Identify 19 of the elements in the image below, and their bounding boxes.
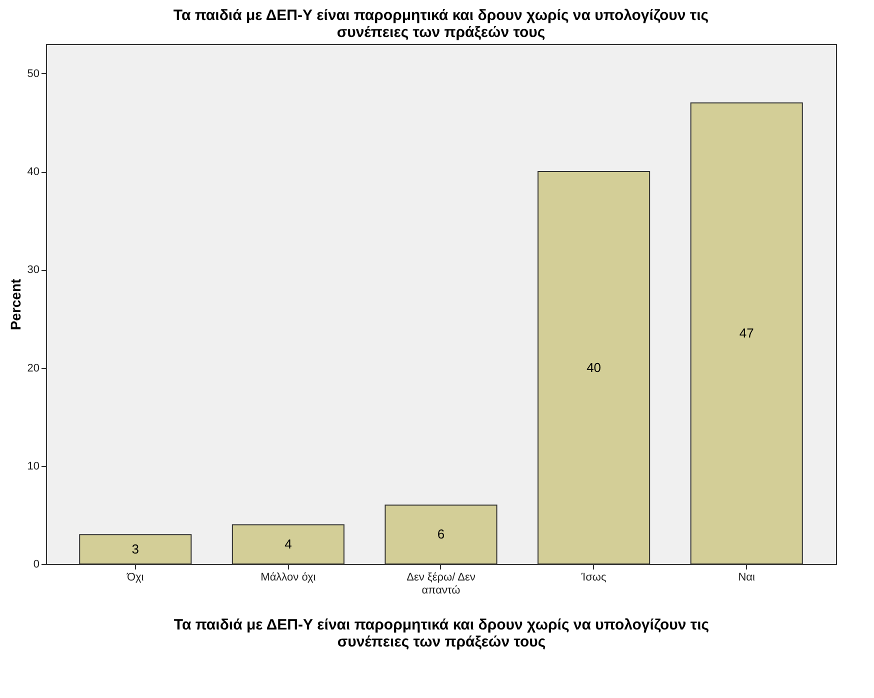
- x-tick-label: Ίσως: [580, 572, 606, 584]
- x-axis-title: Τα παιδιά με ΔΕΠ-Υ είναι παρορμητικά και δρουν χωρίς να υπολογίζουν τις συνέπειες των πράξεών τους: [174, 616, 710, 650]
- data-label: 47: [739, 325, 754, 340]
- y-tick-label: 10: [27, 460, 40, 472]
- data-label: 6: [437, 526, 445, 542]
- y-tick-label: 50: [27, 68, 40, 80]
- data-label: 4: [284, 536, 292, 552]
- x-tick-label: Μάλλον όχι: [260, 572, 316, 584]
- data-label: 40: [586, 360, 602, 375]
- y-tick-label: 40: [27, 166, 40, 178]
- y-tick-label: 0: [33, 558, 40, 570]
- x-tick-label: Ναι: [738, 572, 756, 584]
- chart-title: Τα παιδιά με ΔΕΠ-Υ είναι παρορμητικά και δρουν χωρίς να υπολογίζουν τις συνέπειες των πράξεών τους: [173, 7, 709, 41]
- x-tick-label: Όχι: [126, 572, 144, 584]
- y-axis-title: Percent: [7, 278, 24, 330]
- x-tick-label: Δεν ξέρω/ Δεν απαντώ: [406, 572, 476, 596]
- data-label: 3: [132, 541, 140, 556]
- y-tick-label: 30: [27, 264, 40, 276]
- y-tick-label: 20: [27, 362, 40, 374]
